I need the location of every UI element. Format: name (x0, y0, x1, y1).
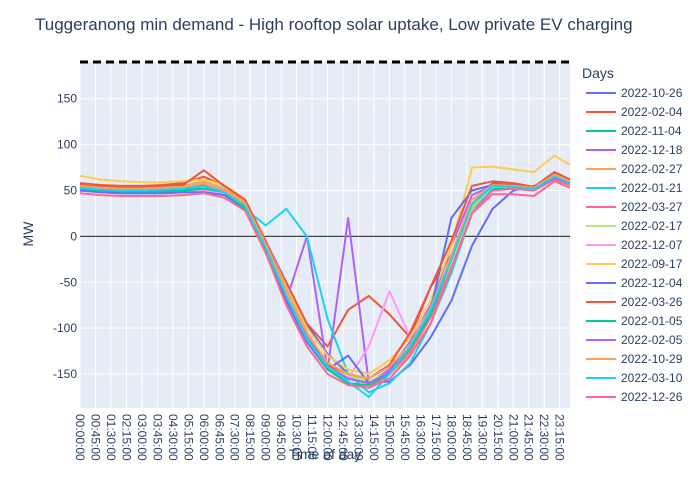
y-tick-label: -50 (60, 275, 78, 289)
legend-label: 2022-02-17 (621, 219, 683, 233)
y-tick-label: -150 (53, 367, 77, 381)
legend-label: 2022-12-04 (621, 276, 683, 290)
legend-item[interactable]: 2022-01-21 (586, 181, 683, 195)
x-tick-label: 06:00:00 (197, 414, 211, 461)
x-tick-label: 23:15:00 (553, 414, 567, 461)
x-tick-label: 00:45:00 (88, 414, 102, 461)
x-tick-label: 20:15:00 (491, 414, 505, 461)
legend-item[interactable]: 2022-02-04 (586, 105, 683, 119)
series-lines (79, 154, 571, 398)
x-tick-label: 09:45:00 (274, 414, 288, 461)
legend-label: 2022-10-26 (621, 86, 683, 100)
legend-item[interactable]: 2022-03-26 (586, 295, 683, 309)
legend-item[interactable]: 2022-02-17 (586, 219, 683, 233)
x-tick-label: 18:00:00 (444, 414, 458, 461)
legend-item[interactable]: 2022-02-27 (586, 162, 683, 176)
legend-item[interactable]: 2022-10-29 (586, 352, 683, 366)
legend-label: 2022-10-29 (621, 352, 683, 366)
legend-item[interactable]: 2022-03-27 (586, 200, 683, 214)
x-tick-label: 21:00:00 (506, 414, 520, 461)
x-tick-label: 18:45:00 (460, 414, 474, 461)
x-axis-title: Time of day (289, 446, 362, 462)
legend-item[interactable]: 2022-12-07 (586, 238, 683, 252)
x-tick-label: 09:00:00 (259, 414, 273, 461)
chart-title: Tuggeranong min demand - High rooftop so… (35, 15, 633, 34)
legend-label: 2022-11-04 (621, 124, 682, 138)
y-tick-label: 100 (57, 138, 77, 152)
y-axis-ticks: -150 -100 -50 0 50 100 150 (53, 92, 77, 381)
series-line (79, 175, 571, 398)
legend-item[interactable]: 2022-12-26 (586, 390, 683, 404)
legend-item[interactable]: 2022-12-18 (586, 143, 683, 157)
legend-label: 2022-03-26 (621, 295, 683, 309)
legend-item[interactable]: 2022-12-04 (586, 276, 683, 290)
legend-label: 2022-03-10 (621, 371, 683, 385)
x-tick-label: 21:45:00 (522, 414, 536, 461)
x-tick-label: 17:15:00 (429, 414, 443, 461)
legend[interactable]: Days 2022-10-26 2022-02-04 2022-11-04 2022-… (582, 65, 683, 404)
legend-label: 2022-02-05 (621, 333, 683, 347)
x-tick-label: 22:30:00 (537, 414, 551, 461)
x-tick-label: 06:45:00 (212, 414, 226, 461)
x-tick-label: 03:45:00 (150, 414, 164, 461)
x-tick-label: 12:45:00 (336, 414, 350, 461)
x-axis-ticks: 00:00:00 00:45:00 01:30:00 02:15:00 03:00:00… (73, 414, 567, 461)
legend-label: 2022-03-27 (621, 200, 683, 214)
legend-label: 2022-02-27 (621, 162, 683, 176)
legend-item[interactable]: 2022-11-04 (586, 124, 682, 138)
y-tick-label: 0 (70, 229, 77, 243)
series-line (79, 154, 571, 375)
y-axis-title: MW (20, 221, 36, 247)
legend-item[interactable]: 2022-02-05 (586, 333, 683, 347)
legend-label: 2022-12-18 (621, 143, 683, 157)
legend-item[interactable]: 2022-01-05 (586, 314, 683, 328)
legend-label: 2022-09-17 (621, 257, 683, 271)
x-tick-label: 15:00:00 (382, 414, 396, 461)
x-tick-label: 19:30:00 (475, 414, 489, 461)
x-tick-label: 04:30:00 (166, 414, 180, 461)
x-tick-label: 01:30:00 (104, 414, 118, 461)
x-tick-label: 00:00:00 (73, 414, 87, 461)
x-tick-label: 13:30:00 (352, 414, 366, 461)
x-tick-label: 11:15:00 (305, 414, 319, 460)
series-line (79, 171, 571, 348)
legend-label: 2022-12-26 (621, 390, 683, 404)
legend-label: 2022-02-04 (621, 105, 683, 119)
x-tick-label: 08:15:00 (243, 414, 257, 461)
series-line (79, 180, 571, 389)
grid (79, 62, 570, 408)
y-tick-label: 150 (57, 92, 77, 106)
x-tick-label: 05:15:00 (181, 414, 195, 461)
legend-item[interactable]: 2022-03-10 (586, 371, 683, 385)
x-tick-label: 02:15:00 (119, 414, 133, 461)
y-tick-label: 50 (64, 183, 78, 197)
x-tick-label: 12:00:00 (321, 414, 335, 461)
x-tick-label: 14:15:00 (367, 414, 381, 461)
x-tick-label: 10:30:00 (290, 414, 304, 461)
legend-label: 2022-12-07 (621, 238, 683, 252)
x-tick-label: 16:30:00 (413, 414, 427, 461)
x-tick-label: 03:00:00 (135, 414, 149, 461)
legend-title: Days (582, 65, 614, 81)
y-tick-label: -100 (53, 321, 77, 335)
x-tick-label: 07:30:00 (228, 414, 242, 461)
legend-item[interactable]: 2022-10-26 (586, 86, 683, 100)
legend-label: 2022-01-05 (621, 314, 683, 328)
x-tick-label: 15:45:00 (398, 414, 412, 461)
legend-label: 2022-01-21 (621, 181, 683, 195)
legend-item[interactable]: 2022-09-17 (586, 257, 683, 271)
